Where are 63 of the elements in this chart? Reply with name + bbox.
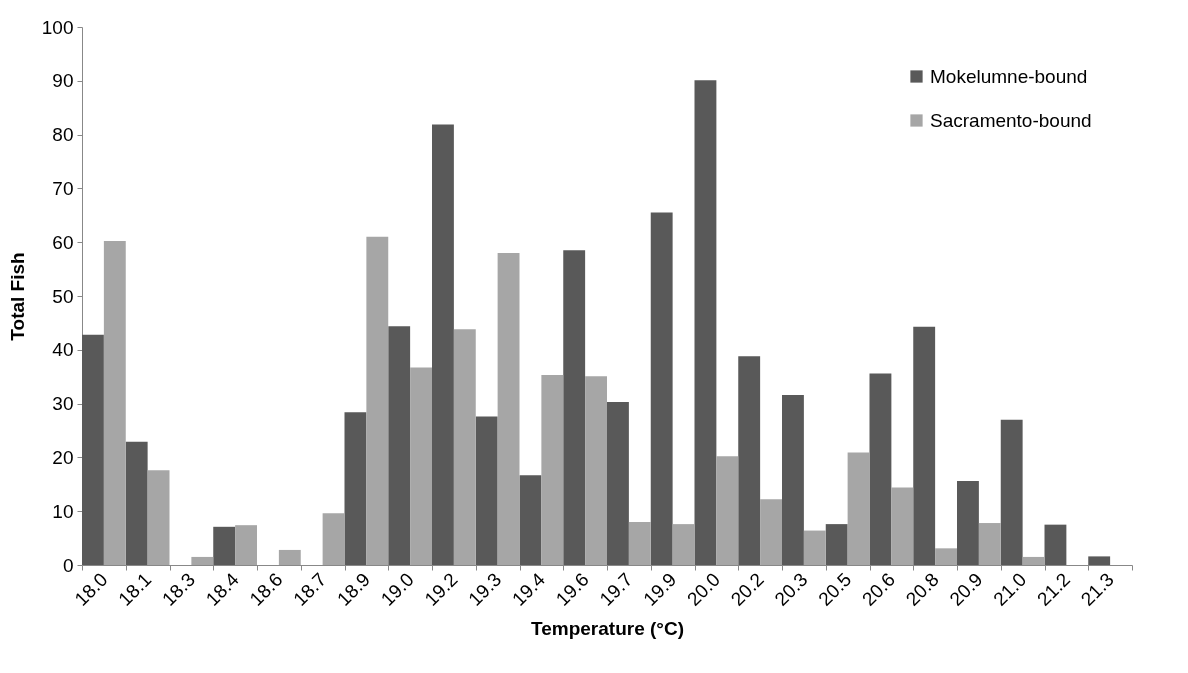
y-tick-label: 60: [52, 231, 74, 253]
bar: [869, 373, 892, 565]
bar: [344, 412, 367, 565]
bar: [825, 524, 848, 565]
y-axis-title: Total Fish: [6, 252, 28, 341]
bar: [563, 250, 586, 565]
bar: [519, 475, 542, 565]
bar: [716, 456, 739, 565]
bar: [803, 530, 826, 565]
bar: [760, 499, 782, 565]
bar: [147, 470, 170, 565]
bar: [278, 549, 301, 565]
x-tick-label: 19.9: [639, 568, 681, 610]
bar: [235, 525, 257, 565]
y-tick-label: 100: [41, 16, 74, 38]
bar: [978, 523, 1001, 565]
bar: [738, 356, 761, 565]
bar: [672, 524, 695, 565]
bar: [541, 375, 564, 565]
y-tick-label: 70: [52, 177, 74, 199]
bar: [213, 526, 236, 565]
x-tick-label: 18.9: [332, 568, 374, 610]
bar: [1022, 556, 1045, 565]
bar: [1044, 524, 1067, 565]
bar: [475, 416, 498, 565]
bar: [322, 513, 345, 565]
bar: [497, 252, 520, 565]
bar: [103, 241, 126, 565]
bar: [628, 521, 651, 565]
legend-label: Sacramento-bound: [930, 109, 1092, 131]
bar: [388, 326, 411, 565]
bar: [935, 548, 957, 565]
bar: [782, 394, 804, 565]
bar: [650, 212, 673, 565]
x-tick-label: 21.0: [989, 568, 1031, 610]
bar: [432, 124, 454, 565]
y-tick-label: 20: [52, 446, 74, 468]
y-tick-label: 0: [62, 554, 74, 576]
bar: [453, 329, 476, 565]
bar: [694, 80, 717, 565]
bar: [410, 367, 432, 565]
x-axis-title: Temperature (°C): [531, 617, 684, 639]
bar: [1088, 556, 1111, 565]
bar: [607, 401, 629, 565]
x-tick-label: 20.9: [945, 568, 987, 610]
bar: [1000, 419, 1023, 565]
bar: [847, 452, 870, 565]
bar: [891, 487, 914, 565]
y-tick-label: 30: [52, 393, 74, 415]
bar: [82, 334, 104, 565]
y-tick-label: 50: [52, 285, 74, 307]
y-tick-label: 80: [52, 124, 74, 146]
bar: [366, 236, 389, 565]
x-tick-label: 18.1: [114, 568, 156, 610]
legend-label: Mokelumne-bound: [930, 65, 1088, 87]
bar: [913, 326, 936, 565]
y-tick-label: 40: [52, 339, 74, 361]
y-tick-label: 10: [52, 500, 74, 522]
bar: [585, 376, 607, 565]
bar: [957, 481, 979, 565]
bar: [191, 556, 214, 565]
bar: [125, 441, 148, 565]
y-tick-label: 90: [52, 70, 74, 92]
